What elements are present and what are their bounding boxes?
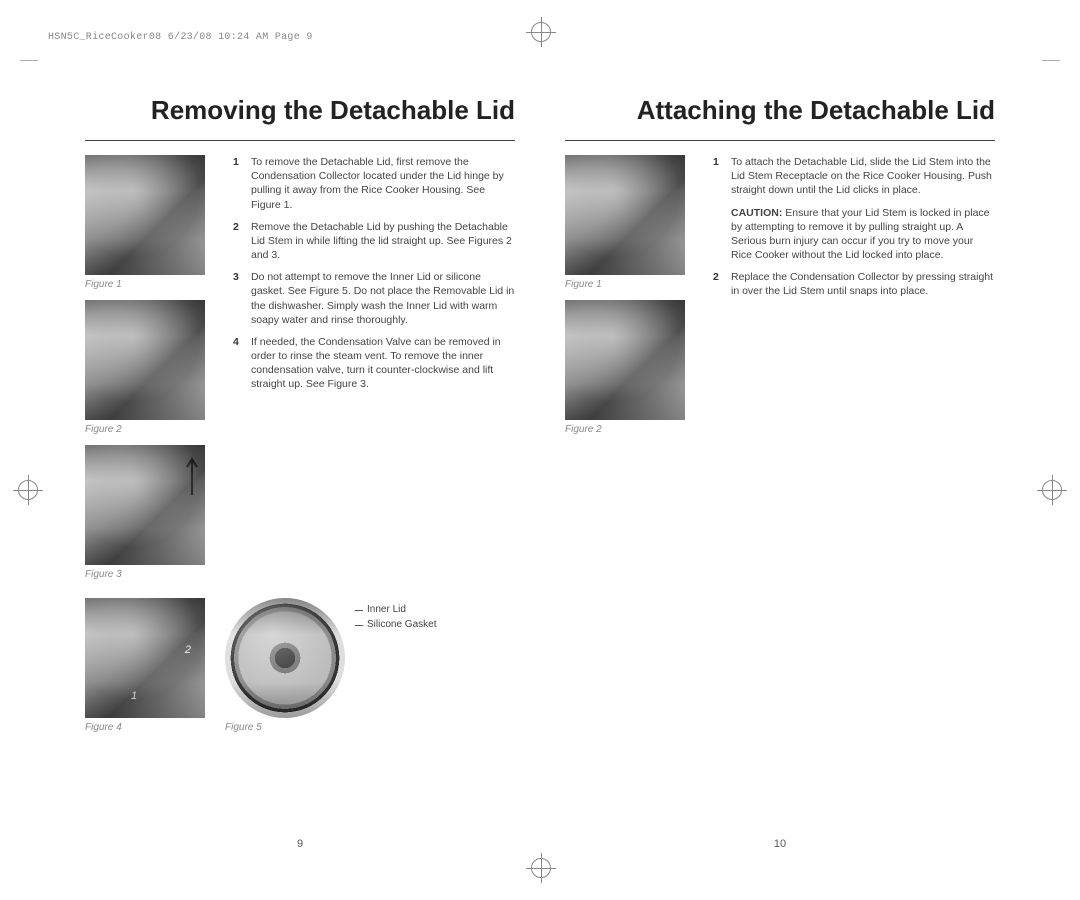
figure-1-left: Figure 1	[85, 155, 215, 290]
page-right: Attaching the Detachable Lid Figure 1 Fi…	[540, 95, 1020, 850]
print-jobline: HSN5C_RiceCooker08 6/23/08 10:24 AM Page…	[48, 32, 313, 43]
r-step-num-1: 1	[713, 155, 731, 198]
figure-5-left-caption: Figure 5	[225, 722, 345, 733]
figure-2-right: Figure 2	[565, 300, 695, 435]
registration-mark-top	[531, 22, 551, 42]
arrow-up-icon	[185, 455, 199, 495]
label-inner-lid: Inner Lid	[355, 602, 436, 617]
r-caution-num	[713, 206, 731, 263]
figure-5-labels: Inner Lid Silicone Gasket	[355, 598, 436, 743]
figure-4-marker-1: 1	[131, 690, 137, 702]
figure-3-left: Figure 3	[85, 445, 215, 580]
figure-2-right-caption: Figure 2	[565, 424, 695, 435]
step-num-4: 4	[233, 335, 251, 392]
caution-label: CAUTION:	[731, 207, 782, 219]
step-num-3: 3	[233, 270, 251, 327]
figure-3-left-caption: Figure 3	[85, 569, 215, 580]
label-silicone-gasket: Silicone Gasket	[355, 617, 436, 632]
r-step-text-1: To attach the Detachable Lid, slide the …	[731, 155, 995, 198]
step-num-2: 2	[233, 220, 251, 263]
figure-1-right: Figure 1	[565, 155, 695, 290]
page-number-right: 10	[540, 838, 1020, 850]
figure-5-left: Figure 5 Inner Lid Silicone Gasket	[225, 598, 436, 743]
step-text-3: Do not attempt to remove the Inner Lid o…	[251, 270, 515, 327]
right-rule	[565, 140, 995, 141]
step-text-1: To remove the Detachable Lid, first remo…	[251, 155, 515, 212]
left-rule	[85, 140, 515, 141]
figure-1-left-caption: Figure 1	[85, 279, 215, 290]
r-caution-text: CAUTION: Ensure that your Lid Stem is lo…	[731, 206, 995, 263]
step-text-2: Remove the Detachable Lid by pushing the…	[251, 220, 515, 263]
figure-2-left: Figure 2	[85, 300, 215, 435]
figure-4-left-caption: Figure 4	[85, 722, 205, 733]
right-title: Attaching the Detachable Lid	[565, 95, 995, 126]
registration-mark-bottom	[531, 858, 551, 878]
figure-1-right-caption: Figure 1	[565, 279, 695, 290]
right-steps: 1To attach the Detachable Lid, slide the…	[713, 155, 995, 299]
page-number-left: 9	[60, 838, 540, 850]
figure-4-marker-2: 2	[185, 644, 191, 656]
registration-mark-left	[18, 480, 38, 500]
r-step-num-2: 2	[713, 270, 731, 298]
figure-2-left-caption: Figure 2	[85, 424, 215, 435]
figure-4-left: 1 2 Figure 4	[85, 598, 205, 743]
left-steps: 1To remove the Detachable Lid, first rem…	[233, 155, 515, 392]
step-num-1: 1	[233, 155, 251, 212]
left-title: Removing the Detachable Lid	[85, 95, 515, 126]
step-text-4: If needed, the Condensation Valve can be…	[251, 335, 515, 392]
r-step-text-2: Replace the Condensation Collector by pr…	[731, 270, 995, 298]
registration-mark-right	[1042, 480, 1062, 500]
page-left: Removing the Detachable Lid Figure 1 Fig…	[60, 95, 540, 850]
